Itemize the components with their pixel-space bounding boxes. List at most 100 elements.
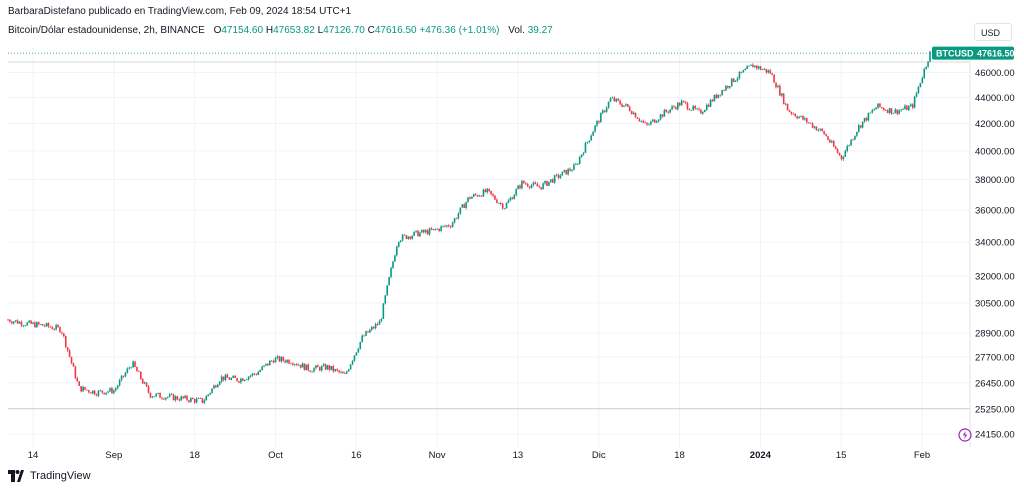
candle-body <box>569 168 571 171</box>
candles-group <box>7 51 931 405</box>
candle-body <box>453 218 456 223</box>
candle-body <box>598 121 600 123</box>
candle-body <box>36 322 38 328</box>
candle-body <box>334 369 337 372</box>
candle-body <box>709 99 712 107</box>
candle-body <box>886 110 889 113</box>
candle-body <box>151 396 154 398</box>
footer-brand[interactable]: TradingView <box>8 470 91 482</box>
candle-body <box>811 123 814 128</box>
candle-body <box>288 359 290 364</box>
candle-body <box>309 370 312 372</box>
candle-body <box>759 66 762 70</box>
candle-body <box>319 367 321 371</box>
candle-body <box>43 325 46 327</box>
candle-body <box>39 324 42 325</box>
candle-body <box>555 174 558 176</box>
candle-body <box>290 363 292 365</box>
candle-body <box>484 189 487 193</box>
candle-body <box>213 385 215 389</box>
candle-body <box>45 323 48 327</box>
candle-body <box>232 375 235 378</box>
candle-body <box>881 107 883 108</box>
candle-body <box>138 371 140 373</box>
candle-body <box>817 129 820 131</box>
candle-body <box>632 112 635 115</box>
candle-body <box>911 104 914 108</box>
candle-body <box>193 399 196 403</box>
candle-body <box>105 392 107 395</box>
candle-body <box>438 228 440 231</box>
candle-body <box>513 194 516 200</box>
candle-body <box>157 392 159 394</box>
candle-body <box>430 228 433 230</box>
candle-body <box>186 395 188 401</box>
candle-body <box>47 323 50 327</box>
candle-body <box>798 116 800 119</box>
candle-body <box>432 228 435 230</box>
candle-body <box>355 352 358 356</box>
currency-button[interactable]: USD <box>974 23 1012 41</box>
candle-body <box>794 113 797 117</box>
candle-body <box>642 120 644 123</box>
candle-body <box>159 392 161 398</box>
candle-body <box>571 170 573 171</box>
candle-body <box>740 71 743 73</box>
candle-body <box>276 356 279 358</box>
candle-body <box>877 103 879 108</box>
candle-body <box>917 87 920 93</box>
x-tick-label: 14 <box>28 450 39 461</box>
candle-body <box>294 364 296 365</box>
candle-body <box>854 135 856 140</box>
candle-body <box>548 181 550 186</box>
candle-body <box>734 80 737 82</box>
candle-body <box>673 106 675 108</box>
candle-body <box>551 179 554 183</box>
candle-body <box>95 394 98 396</box>
lightning-icon[interactable] <box>958 428 972 442</box>
candle-body <box>168 394 171 397</box>
candle-body <box>376 323 379 325</box>
candle-body <box>601 110 604 114</box>
candle-body <box>682 100 685 102</box>
candle-body <box>218 381 221 385</box>
candle-body <box>771 73 773 75</box>
candle-body <box>757 66 760 69</box>
candle-body <box>729 86 731 88</box>
candle-body <box>511 197 514 200</box>
candle-body <box>236 378 238 382</box>
candle-body <box>118 380 121 386</box>
candle-body <box>657 119 660 122</box>
candle-body <box>367 331 369 333</box>
candle-body <box>842 156 845 160</box>
candle-body <box>694 106 696 109</box>
candle-body <box>829 139 831 143</box>
candle-body <box>120 375 123 381</box>
candle-body <box>419 232 421 237</box>
candle-body <box>344 373 346 375</box>
candle-body <box>723 90 725 92</box>
candle-body <box>636 117 639 119</box>
candle-body <box>220 376 223 382</box>
candle-body <box>732 78 735 82</box>
candle-body <box>925 66 927 69</box>
candle-body <box>719 94 721 96</box>
high-value: 47653.82 <box>273 25 315 36</box>
candle-body <box>253 373 256 375</box>
candle-body <box>665 109 668 112</box>
x-tick-label: Dic <box>592 450 606 461</box>
candle-body <box>84 386 86 390</box>
open-value: 47154.60 <box>221 25 264 36</box>
candle-body <box>653 119 656 123</box>
candle-body <box>492 194 494 196</box>
candle-body <box>28 320 30 323</box>
candle-body <box>61 332 63 334</box>
candle-body <box>780 93 783 96</box>
candle-body <box>659 114 662 120</box>
candle-body <box>561 171 564 176</box>
candle-body <box>519 185 521 189</box>
candle-body <box>78 381 81 386</box>
candle-body <box>215 385 217 388</box>
price-badge <box>932 46 1014 60</box>
